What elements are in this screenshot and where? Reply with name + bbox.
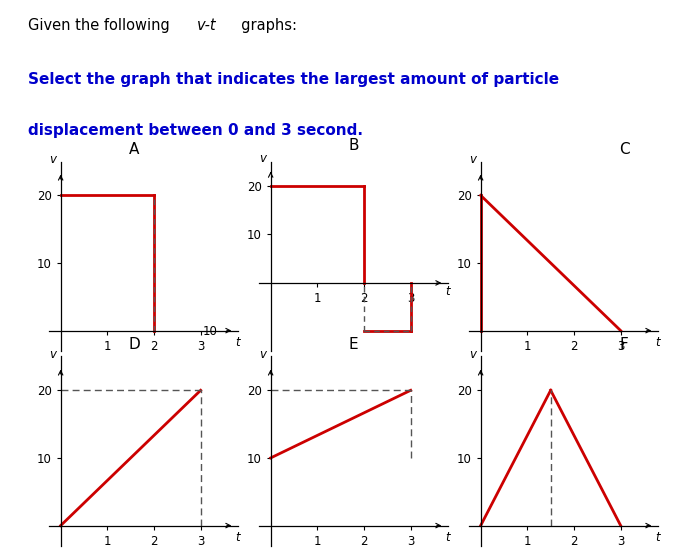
- Text: t: t: [444, 285, 449, 298]
- Text: Select the graph that indicates the largest amount of particle: Select the graph that indicates the larg…: [28, 72, 559, 87]
- Text: t: t: [234, 336, 239, 349]
- Text: B: B: [349, 138, 358, 153]
- Text: 10: 10: [202, 325, 218, 338]
- Text: t: t: [444, 531, 449, 544]
- Text: t: t: [234, 531, 239, 544]
- Text: v-t: v-t: [197, 18, 217, 33]
- Text: v: v: [469, 153, 476, 167]
- Text: graphs:: graphs:: [232, 18, 298, 33]
- Text: E: E: [349, 337, 358, 352]
- Text: C: C: [619, 142, 629, 157]
- Text: v: v: [469, 348, 476, 361]
- Text: v: v: [259, 348, 266, 361]
- Text: A: A: [129, 142, 139, 157]
- Text: v: v: [49, 348, 56, 361]
- Text: F: F: [620, 337, 629, 352]
- Text: t: t: [654, 531, 659, 544]
- Text: D: D: [128, 337, 140, 352]
- Text: v: v: [259, 152, 266, 165]
- Text: displacement between 0 and 3 second.: displacement between 0 and 3 second.: [28, 123, 363, 138]
- Text: v: v: [49, 153, 56, 167]
- Text: t: t: [654, 336, 659, 349]
- Text: Given the following: Given the following: [28, 18, 179, 33]
